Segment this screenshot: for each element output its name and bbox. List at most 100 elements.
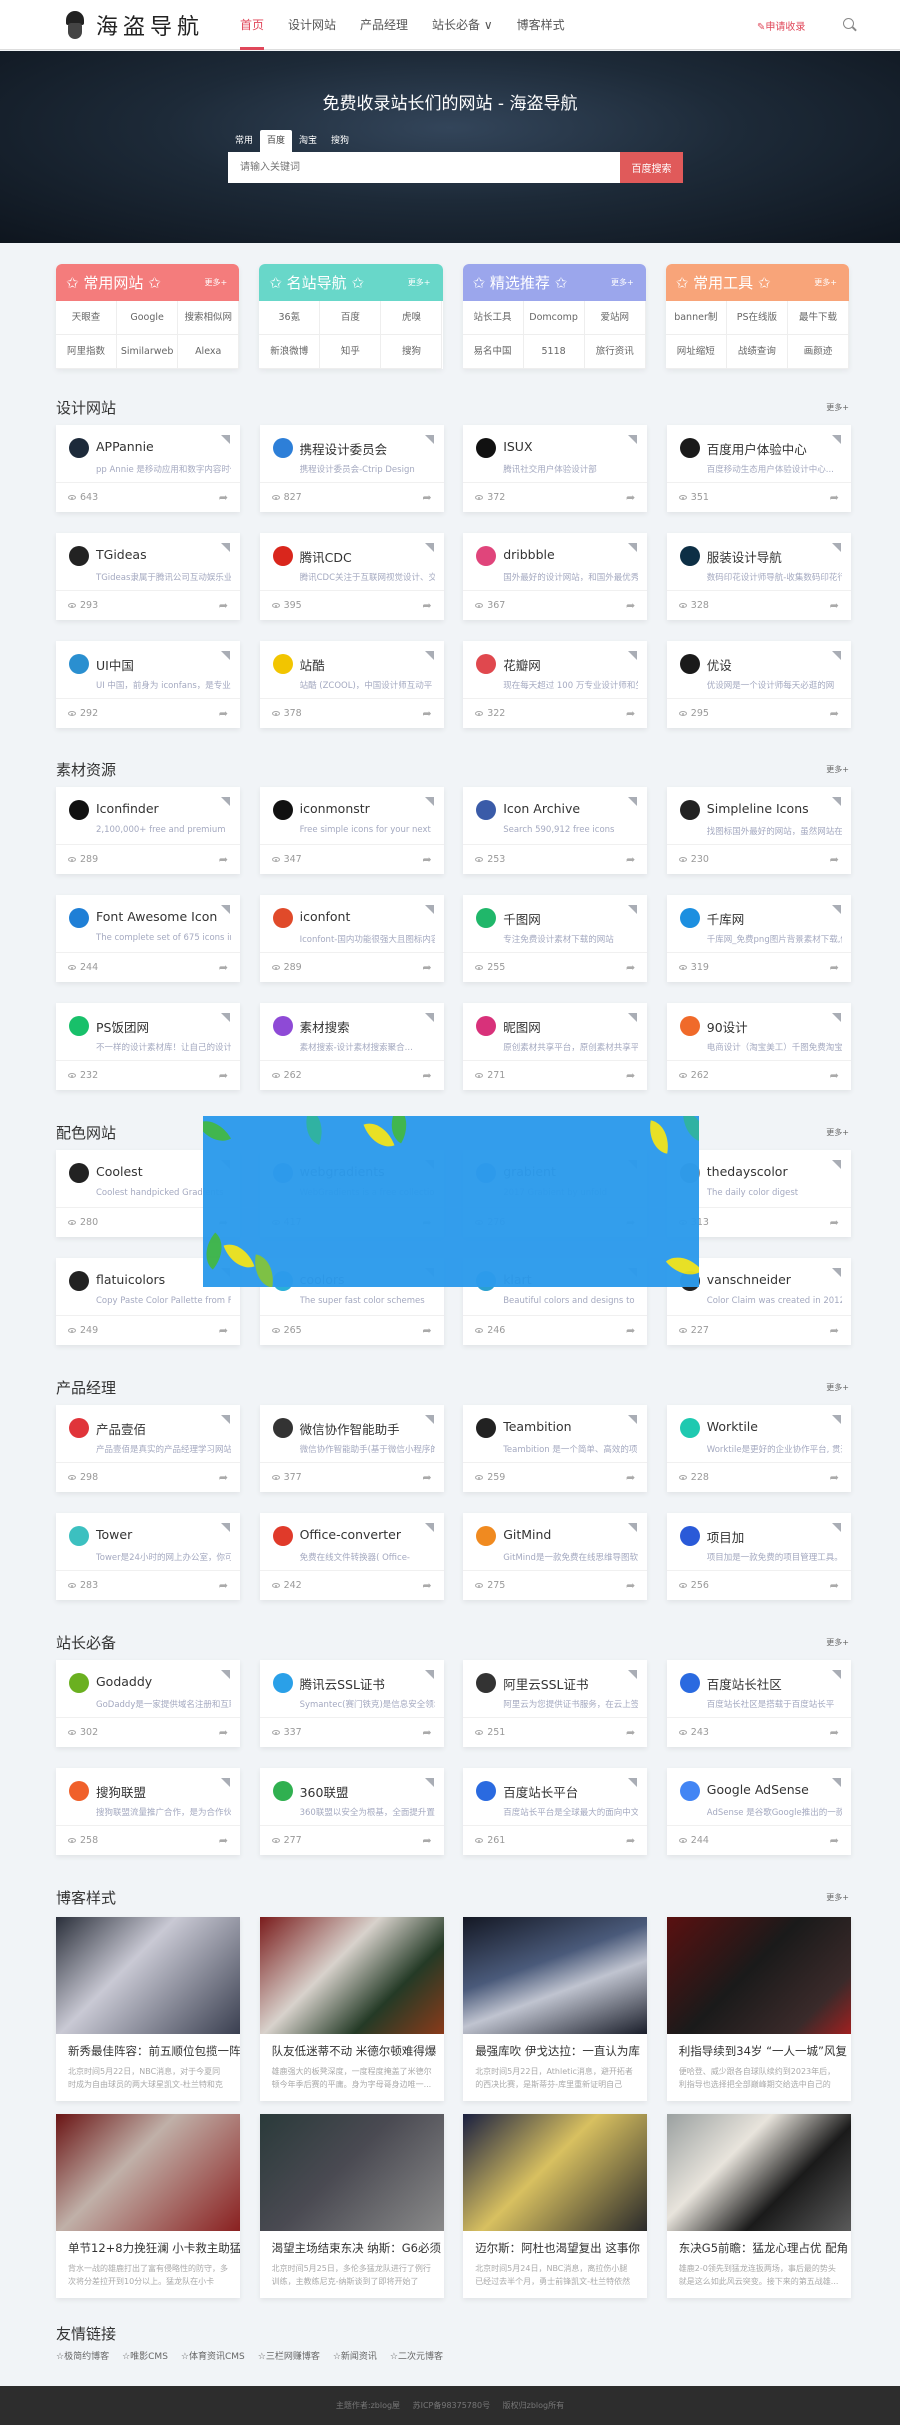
site-card[interactable]: 百度用户体验中心 百度移动生态用户体验设计中心... 351 ➦ xyxy=(666,425,851,512)
site-name[interactable]: 搜狗联盟 xyxy=(96,1785,147,1800)
nav-design[interactable]: 设计网站 xyxy=(288,18,337,32)
share-arrow-icon[interactable]: ➦ xyxy=(829,853,839,866)
category-link[interactable]: Google xyxy=(117,301,179,335)
share-arrow-icon[interactable]: ➦ xyxy=(829,599,839,612)
blog-post-card[interactable]: 单节12+8力挽狂澜 小卡救主助猛 背水一战的雄鹿打出了富有侵略性的防守，多次将分… xyxy=(56,2114,240,2298)
site-name[interactable]: Office-converter xyxy=(299,1527,401,1542)
site-name[interactable]: thedayscolor xyxy=(706,1164,788,1179)
site-name[interactable]: vanschneider xyxy=(706,1272,791,1287)
site-card[interactable]: Worktile Worktile是更好的企业协作平台, 贯通 228 ➦ xyxy=(666,1405,851,1492)
share-arrow-icon[interactable]: ➦ xyxy=(218,1069,228,1082)
share-arrow-icon[interactable]: ➦ xyxy=(829,1324,839,1337)
site-card[interactable]: 搜狗联盟 搜狗联盟流量推广合作，是为合作伙 258 ➦ xyxy=(56,1768,240,1855)
site-name[interactable]: 携程设计委员会 xyxy=(299,442,388,457)
blog-post-card[interactable]: 迈尔斯：阿杜也渴望复出 这事你 北京时间5月24日，NBC消息，离拉伤小腿已经过去… xyxy=(463,2114,648,2298)
nav-home[interactable]: 首页 xyxy=(240,0,265,50)
share-arrow-icon[interactable]: ➦ xyxy=(625,1069,636,1082)
share-arrow-icon[interactable]: ➦ xyxy=(625,1471,636,1484)
site-card[interactable]: 素材搜索 素材搜索-设计素材搜索聚合... 262 ➦ xyxy=(259,1003,444,1090)
section-more-link[interactable]: 更多+ xyxy=(826,1893,849,1902)
site-name[interactable]: 腾讯云SSL证书 xyxy=(299,1677,385,1692)
site-name[interactable]: 微信协作智能助手 xyxy=(299,1422,400,1437)
site-name[interactable]: TGideas xyxy=(96,547,147,562)
site-name[interactable]: 360联盟 xyxy=(299,1785,349,1800)
friend-link[interactable]: ☆极简约博客 xyxy=(56,2352,110,2362)
share-arrow-icon[interactable]: ➦ xyxy=(829,1726,839,1739)
friend-link[interactable]: ☆二次元博客 xyxy=(389,2352,443,2362)
site-name[interactable]: Godaddy xyxy=(96,1674,153,1689)
category-link[interactable]: 阿里指数 xyxy=(56,335,118,369)
search-icon[interactable] xyxy=(843,18,854,29)
site-card[interactable]: Teambition Teambition 是一个简单、高效的项目 259 ➦ xyxy=(463,1405,648,1492)
site-card[interactable]: Tower Tower是24小时的网上办公室，你可 283 ➦ xyxy=(56,1513,240,1600)
share-arrow-icon[interactable]: ➦ xyxy=(218,853,228,866)
site-name[interactable]: PS饭团网 xyxy=(96,1020,149,1035)
site-card[interactable]: 阿里云SSL证书 阿里云为您提供证书服务，在云上签 251 ➦ xyxy=(463,1660,648,1747)
share-arrow-icon[interactable]: ➦ xyxy=(218,1324,228,1337)
site-card[interactable]: Google AdSense AdSense 是谷歌Google推出的一款 244 ➦ xyxy=(666,1768,851,1855)
site-card[interactable]: 微信协作智能助手 微信协作智能助手(基于微信小程序的 377 ➦ xyxy=(259,1405,444,1492)
post-thumbnail[interactable] xyxy=(666,1917,851,2034)
site-card[interactable]: 花瓣网 现在每天超过 100 万专业设计师和生 322 ➦ xyxy=(463,641,648,728)
site-name[interactable]: 优设 xyxy=(706,658,732,673)
category-link[interactable]: 爱站网 xyxy=(584,301,646,335)
site-card[interactable]: 产品壹佰 产品壹佰是真实的产品经理学习网站 298 ➦ xyxy=(56,1405,240,1492)
category-link[interactable]: Similarweb xyxy=(117,335,179,369)
post-title[interactable]: 渴望主场结束东决 纳斯：G6必须 xyxy=(271,2241,441,2255)
post-thumbnail[interactable] xyxy=(259,1917,444,2034)
site-name[interactable]: 千库网 xyxy=(706,912,745,927)
site-card[interactable]: UI中国 UI 中国，前身为 iconfans，是专业的 292 ➦ xyxy=(56,641,240,728)
site-card[interactable]: 千图网 专注免费设计素材下载的网站 255 ➦ xyxy=(463,895,648,982)
site-name[interactable]: Teambition xyxy=(503,1419,572,1434)
category-link[interactable]: 站长工具 xyxy=(462,301,524,335)
site-name[interactable]: ISUX xyxy=(503,439,533,454)
site-name[interactable]: Simpleline Icons xyxy=(706,801,809,816)
site-name[interactable]: Font Awesome Icon xyxy=(96,909,218,924)
site-card[interactable]: Godaddy GoDaddy是一家提供域名注册和互联 302 ➦ xyxy=(56,1660,240,1747)
category-link[interactable]: 百度 xyxy=(320,301,382,335)
friend-link[interactable]: ☆唯影CMS xyxy=(122,2352,168,2362)
site-name[interactable]: 昵图网 xyxy=(503,1020,541,1035)
site-card[interactable]: Icon Archive Search 590,912 free icons 253… xyxy=(463,787,648,874)
friend-link[interactable]: ☆新闻资讯 xyxy=(332,2352,377,2362)
share-arrow-icon[interactable]: ➦ xyxy=(422,1726,432,1739)
nav-product[interactable]: 产品经理 xyxy=(360,18,409,32)
share-arrow-icon[interactable]: ➦ xyxy=(422,1471,432,1484)
blog-post-card[interactable]: 渴望主场结束东决 纳斯：G6必须 北京时间5月25日，多伦多猛龙队进行了例行训练，… xyxy=(259,2114,444,2298)
site-name[interactable]: Coolest xyxy=(96,1164,143,1179)
post-thumbnail[interactable] xyxy=(463,2114,648,2231)
share-arrow-icon[interactable]: ➦ xyxy=(218,1579,228,1592)
nav-blog[interactable]: 博客样式 xyxy=(516,18,565,32)
site-name[interactable]: 阿里云SSL证书 xyxy=(503,1677,589,1692)
site-card[interactable]: 腾讯CDC 腾讯CDC关注于互联网视觉设计、交 395 ➦ xyxy=(259,533,444,620)
section-more-link[interactable]: 更多+ xyxy=(826,765,849,774)
share-arrow-icon[interactable]: ➦ xyxy=(625,1834,636,1847)
category-link[interactable]: 新浪微博 xyxy=(259,335,321,369)
category-link[interactable]: 旅行资讯 xyxy=(584,335,646,369)
category-link[interactable]: 战绩查询 xyxy=(726,335,788,369)
share-arrow-icon[interactable]: ➦ xyxy=(625,961,636,974)
site-name[interactable]: Google AdSense xyxy=(706,1782,809,1797)
category-link[interactable]: Alexa xyxy=(178,335,240,369)
post-thumbnail[interactable] xyxy=(259,2114,444,2231)
site-card[interactable]: dribbble 国外最好的设计网站，和国外最优秀 367 ➦ xyxy=(463,533,648,620)
share-arrow-icon[interactable]: ➦ xyxy=(625,599,636,612)
site-name[interactable]: 百度站长社区 xyxy=(706,1677,782,1692)
site-card[interactable]: 百度站长社区 百度站长社区是搭载于百度站长平 243 ➦ xyxy=(666,1660,851,1747)
post-thumbnail[interactable] xyxy=(666,2114,851,2231)
blog-post-card[interactable]: 利指导续到34岁 “一人一城”风复 便哈登、威少跟各自球队续约到2023年后，利指… xyxy=(666,1917,851,2101)
category-more-link[interactable]: 更多+ xyxy=(204,278,228,287)
search-tab-baidu[interactable]: 百度 xyxy=(260,130,293,152)
share-arrow-icon[interactable]: ➦ xyxy=(422,1579,432,1592)
share-arrow-icon[interactable]: ➦ xyxy=(218,707,228,720)
share-arrow-icon[interactable]: ➦ xyxy=(422,853,432,866)
site-card[interactable]: Office-converter 免费在线文件转换器( Office- 242 ➦ xyxy=(259,1513,444,1600)
site-card[interactable]: Iconfinder 2,100,000+ free and premium 289… xyxy=(56,787,240,874)
site-card[interactable]: APPannie pp Annie 是移动应用和数字内容时代 643 ➦ xyxy=(56,425,240,512)
site-card[interactable]: 服装设计导航 数码印花设计师导航-收集数码印花行 328 ➦ xyxy=(666,533,851,620)
site-card[interactable]: 90设计 电商设计（淘宝美工）千图免费淘宝 262 ➦ xyxy=(666,1003,851,1090)
site-name[interactable]: flatuicolors xyxy=(96,1272,166,1287)
post-thumbnail[interactable] xyxy=(56,2114,240,2231)
share-arrow-icon[interactable]: ➦ xyxy=(829,1069,839,1082)
share-arrow-icon[interactable]: ➦ xyxy=(422,1834,432,1847)
